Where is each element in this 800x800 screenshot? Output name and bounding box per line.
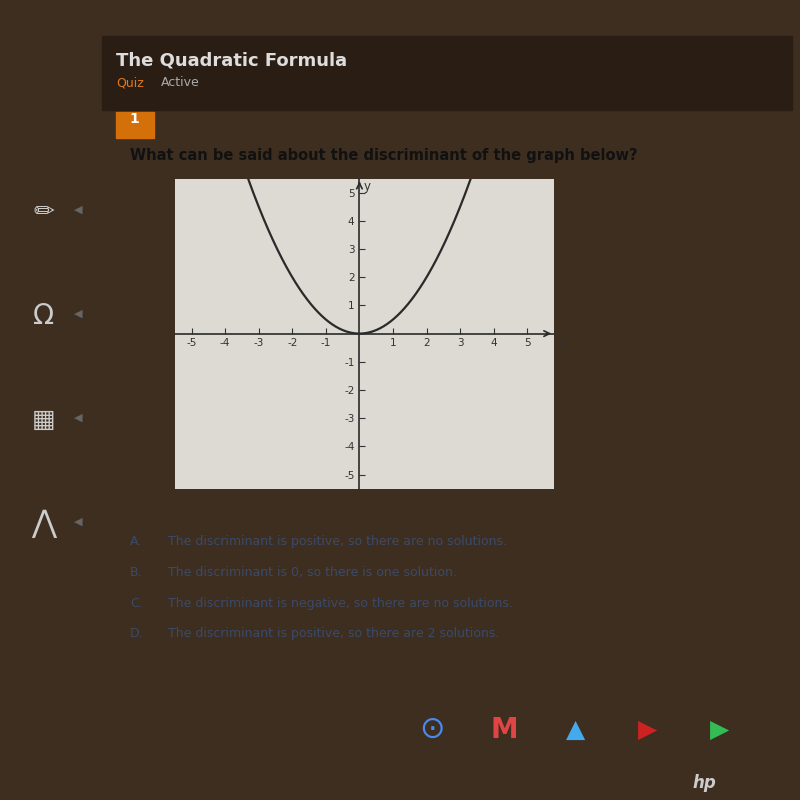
Text: 1: 1 — [130, 112, 140, 126]
Text: The Quadratic Formula: The Quadratic Formula — [116, 51, 347, 70]
Text: A.: A. — [130, 535, 142, 548]
Text: ✏: ✏ — [34, 200, 54, 224]
FancyBboxPatch shape — [116, 112, 154, 138]
Bar — [102, 36, 792, 110]
Text: Ω: Ω — [34, 302, 54, 330]
Text: ▦: ▦ — [32, 408, 56, 432]
Text: ▶: ▶ — [638, 718, 658, 742]
Text: ◀: ◀ — [74, 309, 82, 319]
Text: ⋀: ⋀ — [31, 510, 57, 538]
Text: The discriminant is positive, so there are 2 solutions.: The discriminant is positive, so there a… — [168, 627, 499, 640]
Text: The discriminant is negative, so there are no solutions.: The discriminant is negative, so there a… — [168, 597, 513, 610]
Text: ▲: ▲ — [566, 718, 586, 742]
Text: The discriminant is 0, so there is one solution.: The discriminant is 0, so there is one s… — [168, 566, 457, 579]
Text: The discriminant is positive, so there are no solutions.: The discriminant is positive, so there a… — [168, 535, 507, 548]
Text: y: y — [363, 180, 370, 193]
Text: hp: hp — [692, 774, 716, 792]
Text: Quiz: Quiz — [116, 76, 144, 90]
Text: D.: D. — [130, 627, 144, 640]
Text: Active: Active — [161, 76, 200, 90]
Text: x: x — [559, 338, 566, 351]
Text: ◀: ◀ — [74, 413, 82, 423]
Text: ⊙: ⊙ — [419, 715, 445, 744]
Text: C.: C. — [130, 597, 142, 610]
Text: ▶: ▶ — [710, 718, 730, 742]
Text: M: M — [490, 715, 518, 744]
Text: B.: B. — [130, 566, 142, 579]
Text: ◀: ◀ — [74, 517, 82, 527]
Text: ◀: ◀ — [74, 205, 82, 215]
Text: What can be said about the discriminant of the graph below?: What can be said about the discriminant … — [130, 147, 638, 162]
